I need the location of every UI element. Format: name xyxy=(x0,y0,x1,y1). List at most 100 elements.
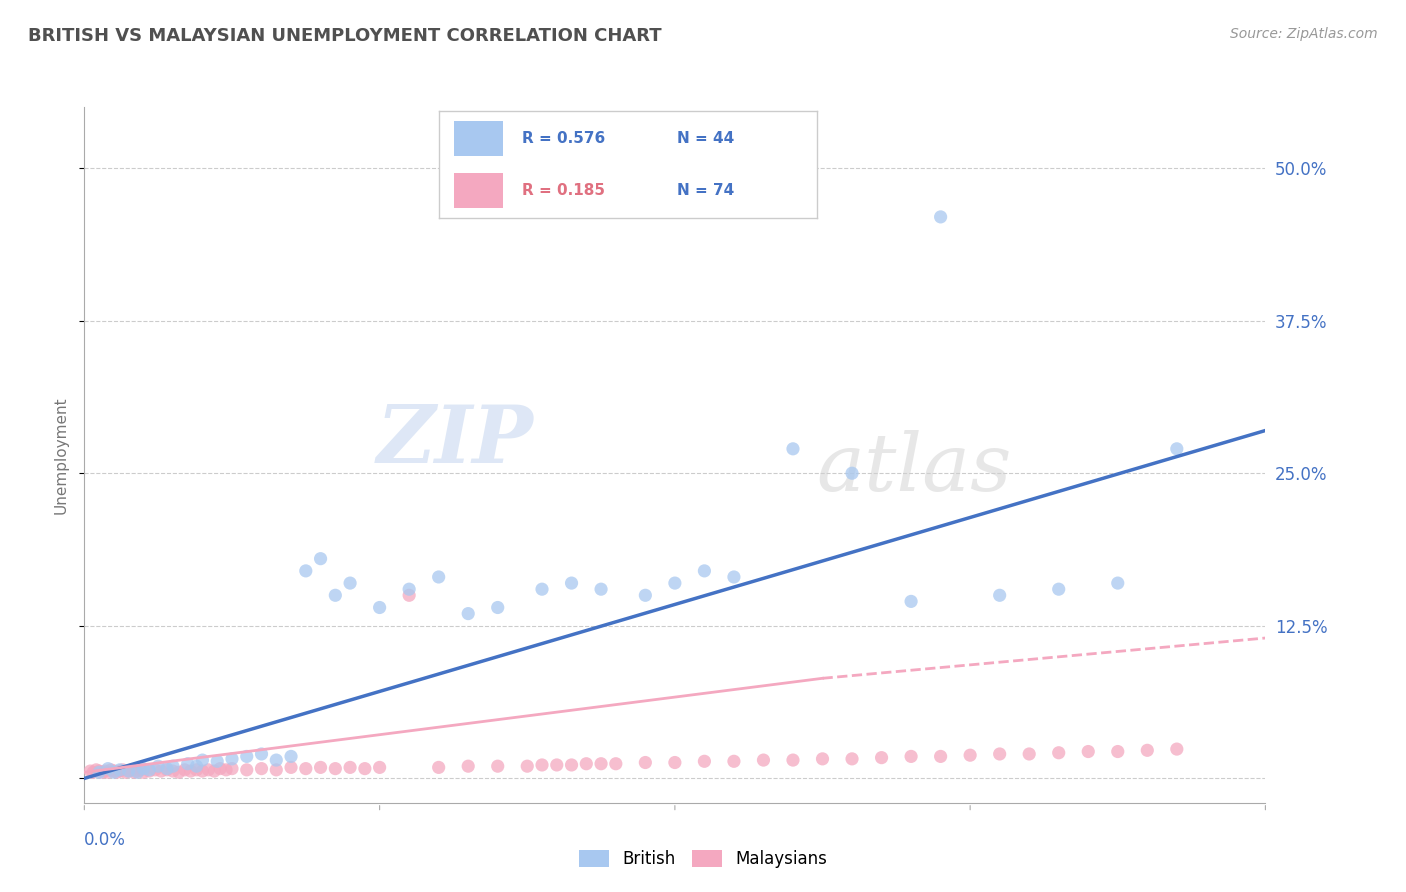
Point xyxy=(197,763,219,777)
Point xyxy=(634,588,657,602)
Point xyxy=(486,759,509,773)
Point xyxy=(121,763,143,777)
Point xyxy=(221,752,243,766)
Point xyxy=(186,763,208,777)
Text: Source: ZipAtlas.com: Source: ZipAtlas.com xyxy=(1230,27,1378,41)
Point xyxy=(546,758,568,772)
Point xyxy=(1136,743,1159,757)
Point xyxy=(129,763,152,777)
Point xyxy=(1107,576,1129,591)
Point xyxy=(398,588,420,602)
Point xyxy=(264,763,288,777)
Point xyxy=(841,752,863,766)
Point xyxy=(108,763,131,777)
Point xyxy=(575,756,598,771)
Point xyxy=(156,763,179,777)
Point xyxy=(91,765,114,780)
Point xyxy=(250,747,273,761)
Point xyxy=(988,747,1011,761)
Point xyxy=(124,765,146,780)
Point xyxy=(132,762,155,776)
Point xyxy=(516,759,538,773)
Point xyxy=(929,210,952,224)
Point xyxy=(156,762,179,776)
Point xyxy=(457,759,479,773)
Y-axis label: Unemployment: Unemployment xyxy=(53,396,69,514)
Point xyxy=(209,762,232,776)
Point xyxy=(180,764,202,778)
Point xyxy=(127,765,149,780)
Point xyxy=(215,763,238,777)
Point xyxy=(693,754,716,768)
Point xyxy=(103,765,125,780)
Point xyxy=(264,753,288,767)
Point xyxy=(250,762,273,776)
Point xyxy=(368,760,391,774)
Point xyxy=(108,764,131,778)
Point xyxy=(111,763,134,777)
Point xyxy=(782,753,804,767)
Point xyxy=(752,753,775,767)
Point xyxy=(1077,745,1099,759)
Point xyxy=(1107,745,1129,759)
Point xyxy=(1166,442,1188,456)
Point xyxy=(900,749,922,764)
Point xyxy=(841,467,863,481)
Point xyxy=(959,748,981,763)
Point xyxy=(1166,742,1188,756)
Point xyxy=(89,765,111,780)
Point xyxy=(530,582,553,597)
Point xyxy=(280,749,302,764)
Point xyxy=(236,749,259,764)
Point xyxy=(486,600,509,615)
Point xyxy=(339,576,361,591)
Point xyxy=(900,594,922,608)
Point xyxy=(191,764,214,778)
Point xyxy=(100,763,122,777)
Point xyxy=(309,551,332,566)
Point xyxy=(103,764,125,778)
Point xyxy=(162,759,184,773)
Point xyxy=(205,754,228,768)
Point xyxy=(114,765,136,780)
Point xyxy=(1018,747,1040,761)
Point xyxy=(1047,582,1070,597)
Point xyxy=(368,600,391,615)
Point xyxy=(339,760,361,774)
Point xyxy=(150,764,173,778)
Point xyxy=(143,763,166,777)
Point xyxy=(118,764,141,778)
Point xyxy=(811,752,834,766)
Point xyxy=(97,765,120,780)
Point xyxy=(398,582,420,597)
Point xyxy=(634,756,657,770)
Point xyxy=(84,763,107,777)
Point xyxy=(457,607,479,621)
Point xyxy=(1047,746,1070,760)
Point xyxy=(427,760,450,774)
Point xyxy=(94,764,117,778)
Point xyxy=(221,762,243,776)
Point xyxy=(79,764,101,778)
Point xyxy=(82,765,104,780)
Point xyxy=(295,564,318,578)
Point xyxy=(988,588,1011,602)
Point xyxy=(105,765,128,780)
Point xyxy=(97,762,120,776)
Point xyxy=(427,570,450,584)
Point xyxy=(191,753,214,767)
Point xyxy=(173,763,195,777)
Point xyxy=(295,762,318,776)
Point xyxy=(870,750,893,764)
Point xyxy=(605,756,627,771)
Point xyxy=(138,763,160,777)
Text: atlas: atlas xyxy=(817,430,1012,508)
Point xyxy=(89,764,111,778)
Point xyxy=(236,763,259,777)
Point xyxy=(186,759,208,773)
Point xyxy=(148,759,170,773)
Text: 0.0%: 0.0% xyxy=(84,830,127,848)
Point xyxy=(354,762,377,776)
Point xyxy=(591,582,613,597)
Text: BRITISH VS MALAYSIAN UNEMPLOYMENT CORRELATION CHART: BRITISH VS MALAYSIAN UNEMPLOYMENT CORREL… xyxy=(28,27,662,45)
